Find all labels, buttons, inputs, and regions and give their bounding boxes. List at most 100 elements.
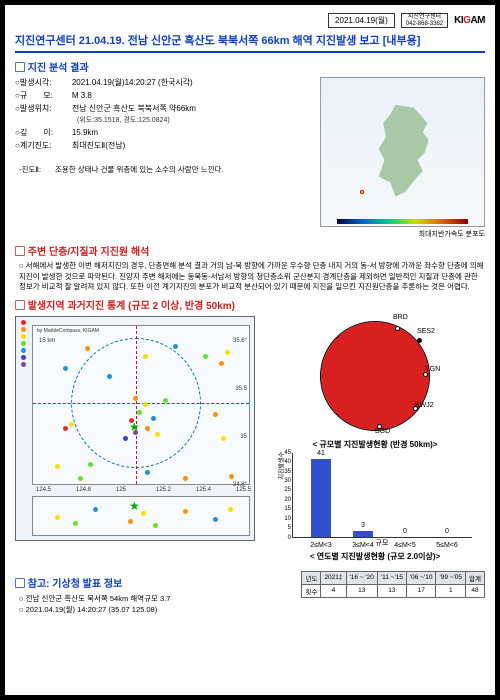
quake-dot <box>203 354 208 359</box>
yearly-table: 년도2021‡'16 ~ '20'11 ~'15'06 ~'10'99 ~'05… <box>301 571 485 598</box>
quake-dot <box>173 344 178 349</box>
bar-value: 0 <box>390 528 420 535</box>
quake-dot <box>88 462 93 467</box>
bar-label: 2≤M<3 <box>306 542 336 549</box>
info-item: 규 모:M 3.8 <box>15 90 312 102</box>
note-label: -진도Ⅱ: <box>19 164 55 175</box>
info-item: 발생시각:2021.04.19(월)14:20:27 (한국시각) <box>15 77 312 89</box>
y-tick: 40 <box>284 459 293 465</box>
info-item: (위도:35.1518, 경도:125.0824) <box>77 116 312 127</box>
quake-dot <box>133 430 138 435</box>
quake-dot <box>133 396 138 401</box>
station-dot <box>377 424 382 429</box>
quake-dot <box>221 436 226 441</box>
quake-dot <box>163 398 168 403</box>
legend-swatch <box>21 320 26 325</box>
y-tick: 10 <box>284 516 293 522</box>
bar-value: 0 <box>432 528 462 535</box>
info-item: 계기진도:최대진도Ⅱ(전남) <box>15 140 312 152</box>
station-label: BGD <box>375 428 390 435</box>
quake-dot <box>141 511 146 516</box>
quake-dot <box>213 412 218 417</box>
quake-dot <box>93 507 98 512</box>
reference-section: 참고: 기상청 발표 정보 전남 신안군 흑산도 북서쪽 54km 해역규모 3… <box>15 571 485 615</box>
legend-swatch <box>21 348 26 353</box>
y-tick: 25 <box>284 487 293 493</box>
y-tick: 15 <box>284 506 293 512</box>
y-tick: 30 <box>284 478 293 484</box>
sec2-body: 서해에서 발생한 이번 해저지진의 경우, 단층면해 분석 결과 거의 남-북 … <box>19 261 485 293</box>
x-tick: 125.5 <box>236 487 251 493</box>
bar-value: 41 <box>306 450 336 457</box>
legend-swatch <box>21 362 26 367</box>
sec1-body: 발생시각:2021.04.19(월)14:20:27 (한국시각)규 모:M 3… <box>15 77 485 239</box>
focal-quad-2 <box>320 345 430 430</box>
x-tick: 124.5 <box>36 487 51 493</box>
intensity-colorbar <box>337 219 467 224</box>
y-tick: 45 <box>284 450 293 456</box>
station-dot <box>395 326 400 331</box>
contact-box: 지진연구센터 042-868-3382 <box>401 13 448 28</box>
quake-info: 발생시각:2021.04.19(월)14:20:27 (한국시각)규 모:M 3… <box>15 77 312 239</box>
quake-dot <box>225 350 230 355</box>
station-dot <box>417 338 422 343</box>
kigam-logo: KIGAM <box>454 15 485 26</box>
legend-swatch <box>21 334 26 339</box>
quake-dot <box>213 517 218 522</box>
y-tick: 0 <box>288 535 293 541</box>
korea-landmass <box>370 105 443 197</box>
crosshair-h <box>33 403 249 404</box>
quake-dot <box>183 476 188 481</box>
right-charts: BRDSES2YGNKWJ2BGD < 규모별 지진발생현황 (반경 50km)… <box>265 316 485 565</box>
note-text: 조용한 상태나 건물 위층에 있는 소수의 사람만 느낀다. <box>55 164 223 175</box>
yeartable-caption: < 연도별 지진발생현황 (규모 2.0이상)> <box>310 551 440 562</box>
contact-line1: 지진연구센터 <box>406 14 443 21</box>
sec3-head: 발생지역 과거지진 통계 (규모 2 이상, 반경 50km) <box>15 297 485 312</box>
quake-dot <box>55 515 60 520</box>
bar-label: 4≤M<5 <box>390 542 420 549</box>
quake-dot <box>155 432 160 437</box>
y-tick: 35 <box>284 469 293 475</box>
top-bar: 2021.04.19(월) 지진연구센터 042-868-3382 KIGAM <box>15 13 485 28</box>
quake-dot <box>145 470 150 475</box>
y-tick: 20 <box>284 497 293 503</box>
station-label: BRD <box>393 314 408 321</box>
map-legend <box>18 319 28 368</box>
quake-dot <box>78 476 83 481</box>
magnitude-barchart: 지진발생수 454035302520151050412≤M<333≤M<404≤… <box>292 453 472 538</box>
y-tick: 35.5 <box>235 386 247 392</box>
legend-swatch <box>21 341 26 346</box>
korea-map-wrap: 최대지반가속도 분포도 <box>320 77 485 239</box>
quake-dot <box>107 374 112 379</box>
quake-dot <box>128 519 133 524</box>
report-page: 2021.04.19(월) 지진연구센터 042-868-3382 KIGAM … <box>0 0 500 700</box>
quake-dot <box>183 509 188 514</box>
station-dot <box>423 372 428 377</box>
quake-dot <box>137 410 142 415</box>
intensity-note: -진도Ⅱ: 조용한 상태나 건물 위층에 있는 소수의 사람만 느낀다. <box>19 164 312 175</box>
epicenter-marker <box>360 190 364 194</box>
quake-dot <box>153 523 158 528</box>
focal-mechanism: BRDSES2YGNKWJ2BGD <box>315 316 435 436</box>
quake-dot <box>63 426 68 431</box>
x-tick: 125.4 <box>196 487 211 493</box>
y-tick: 35 <box>240 434 247 440</box>
quake-dot <box>229 474 234 479</box>
quake-dot <box>219 361 224 366</box>
map-caption: 최대지반가속도 분포도 <box>320 229 485 239</box>
quake-dot <box>69 422 74 427</box>
station-label: SES2 <box>417 328 435 335</box>
quake-dot <box>143 402 148 407</box>
ref-item-1: 전남 신안군 흑산도 북서쪽 54km 해역규모 3.7 <box>19 593 170 604</box>
bar <box>353 531 373 537</box>
quake-dot <box>228 507 233 512</box>
beachball <box>320 321 430 431</box>
korea-intensity-map <box>320 77 485 227</box>
seis-main-panel: by MarbleCompass, KIGAM 15 km ★ 35.6°35.… <box>32 325 250 485</box>
quake-dot <box>123 436 128 441</box>
y-tick: 35.6° <box>233 338 247 344</box>
map-credit: by MarbleCompass, KIGAM <box>37 328 99 334</box>
epicenter-star-icon: ★ <box>129 499 140 513</box>
ref-item-2: 2021.04.19(월) 14:20:27 (35.07 125.08) <box>19 604 170 615</box>
contact-line2: 042-868-3382 <box>406 21 443 28</box>
